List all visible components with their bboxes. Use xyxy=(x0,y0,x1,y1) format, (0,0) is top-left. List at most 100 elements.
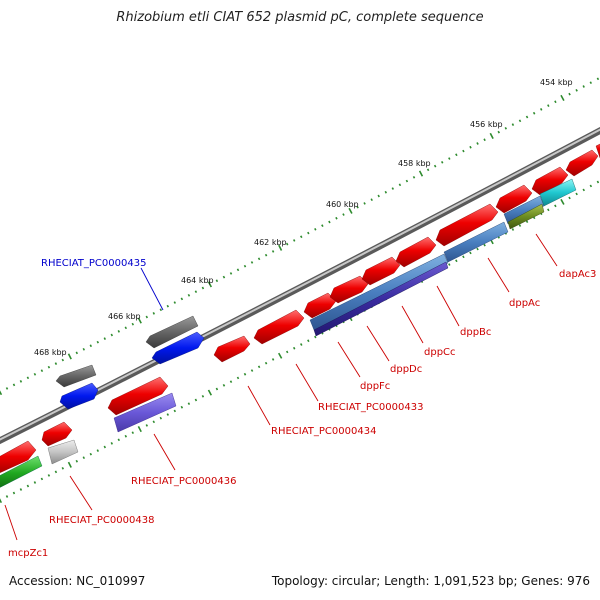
scale-minor-tick xyxy=(462,255,465,259)
scale-minor-tick xyxy=(483,138,486,142)
scale-minor-tick xyxy=(363,202,366,205)
scale-minor-tick xyxy=(180,405,184,409)
scale-minor-tick xyxy=(321,224,324,228)
feature-gene-dppbc[interactable] xyxy=(395,236,437,268)
scale-minor-tick xyxy=(26,376,30,380)
scale-minor-tick xyxy=(117,330,121,333)
scale-minor-tick xyxy=(152,312,156,315)
scale-minor-tick xyxy=(271,250,275,253)
scale-minor-tick xyxy=(89,452,93,456)
scale-minor-tick xyxy=(180,297,184,301)
feature-block-deep-violet[interactable] xyxy=(313,261,449,337)
feature-gene-468-gray[interactable] xyxy=(55,364,97,388)
scale-minor-tick xyxy=(335,216,338,220)
scale-label-466: 466 kbp xyxy=(108,312,141,321)
scale-minor-tick xyxy=(469,251,472,255)
accession-text: Accession: NC_010997 xyxy=(9,574,146,588)
gene-label-rheciat-pc0000436: RHECIAT_PC0000436 xyxy=(131,476,236,487)
scale-minor-tick xyxy=(384,190,388,194)
scale-minor-tick xyxy=(307,231,310,235)
scale-minor-tick xyxy=(539,108,543,111)
scale-minor-tick xyxy=(75,351,79,355)
feature-gene-rheciat-pc0000435[interactable] xyxy=(151,331,205,365)
outer-scale-dots xyxy=(0,77,600,396)
scale-minor-tick xyxy=(82,347,86,351)
scale-minor-tick xyxy=(525,220,529,224)
scale-minor-tick xyxy=(547,208,550,212)
scale-minor-tick xyxy=(518,119,522,123)
gene-label-rheciat-pc0000438: RHECIAT_PC0000438 xyxy=(49,515,154,526)
feature-gene-forward-2[interactable] xyxy=(41,421,73,447)
feature-gene-rheciat-pc0000433[interactable] xyxy=(253,309,305,345)
scale-minor-tick xyxy=(229,380,233,383)
scale-minor-tick xyxy=(110,333,114,337)
gene-label-dppdc: dppDc xyxy=(390,364,422,375)
feature-gene-rheciat-pc0000434[interactable] xyxy=(213,335,251,363)
feature-gene-dppcc[interactable] xyxy=(361,256,401,286)
feature-gene-forward-13[interactable] xyxy=(595,141,600,159)
scale-minor-tick xyxy=(33,481,37,484)
feature-gene-dppfc[interactable] xyxy=(303,292,337,319)
feature-block-steel[interactable] xyxy=(309,253,449,331)
feature-gene-468-blue[interactable] xyxy=(59,382,99,410)
gene-label-dapac3: dapAc3 xyxy=(559,269,596,280)
scale-minor-tick xyxy=(131,431,135,434)
feature-gene-dppdc[interactable] xyxy=(329,275,369,304)
scale-minor-tick xyxy=(103,445,107,449)
feature-block-lightgray[interactable] xyxy=(47,439,79,465)
gene-label-rheciat-pc0000434: RHECIAT_PC0000434 xyxy=(271,426,376,437)
feature-block-green-left[interactable] xyxy=(0,455,43,490)
scale-minor-tick xyxy=(356,205,359,209)
scale-major-tick xyxy=(560,198,565,205)
feature-gene-forward-3[interactable] xyxy=(107,376,169,416)
scale-label-456: 456 kbp xyxy=(470,120,503,129)
scale-major-tick xyxy=(489,132,494,139)
scale-major-tick xyxy=(137,317,142,324)
scale-minor-tick xyxy=(476,142,479,145)
scale-minor-tick xyxy=(194,290,198,293)
feature-block-violet[interactable] xyxy=(113,392,177,433)
scale-minor-tick xyxy=(391,187,395,190)
scale-minor-tick xyxy=(582,188,585,192)
feature-gene-466-gray[interactable] xyxy=(145,315,199,349)
scale-minor-tick xyxy=(33,372,37,376)
gene-label-rheciat-pc0000435: RHECIAT_PC0000435 xyxy=(41,258,146,269)
scale-minor-tick xyxy=(554,204,557,208)
label-leader-lines xyxy=(4,233,558,541)
gene-label-dppfc: dppFc xyxy=(360,381,390,392)
scale-minor-tick xyxy=(124,326,128,330)
feature-block-olive[interactable] xyxy=(507,203,545,230)
feature-gene-forward-10[interactable] xyxy=(495,184,533,214)
scale-minor-tick xyxy=(426,168,430,172)
scale-minor-tick xyxy=(377,194,380,198)
scale-major-tick xyxy=(418,170,424,177)
scale-minor-tick xyxy=(511,123,515,126)
scale-minor-tick xyxy=(12,383,16,387)
scale-major-tick xyxy=(278,244,283,251)
scale-minor-tick xyxy=(554,100,557,104)
scale-minor-tick xyxy=(124,434,128,438)
scale-minor-tick xyxy=(75,459,79,463)
scale-minor-tick xyxy=(54,470,58,474)
feature-gene-dapac3[interactable] xyxy=(531,166,569,196)
feature-gene-forward-1[interactable] xyxy=(0,440,37,475)
scale-minor-tick xyxy=(152,420,156,424)
scale-minor-tick xyxy=(19,380,23,383)
scale-minor-tick xyxy=(40,369,44,373)
scale-minor-tick xyxy=(596,77,600,81)
scale-minor-tick xyxy=(5,495,9,498)
scale-major-tick xyxy=(207,281,213,288)
scale-minor-tick xyxy=(504,127,508,130)
feature-block-steel-right[interactable] xyxy=(443,221,509,263)
scale-minor-tick xyxy=(215,279,219,283)
scale-minor-tick xyxy=(398,183,402,187)
feature-gene-dppac[interactable] xyxy=(435,203,499,247)
feature-block-cyan[interactable] xyxy=(539,178,577,207)
scale-minor-tick xyxy=(412,176,416,179)
scale-minor-tick xyxy=(222,383,226,387)
scale-minor-tick xyxy=(370,198,373,202)
scale-major-tick xyxy=(207,389,213,396)
scale-minor-tick xyxy=(194,398,198,402)
feature-gene-forward-12[interactable] xyxy=(565,149,599,177)
scale-minor-tick xyxy=(5,387,9,390)
